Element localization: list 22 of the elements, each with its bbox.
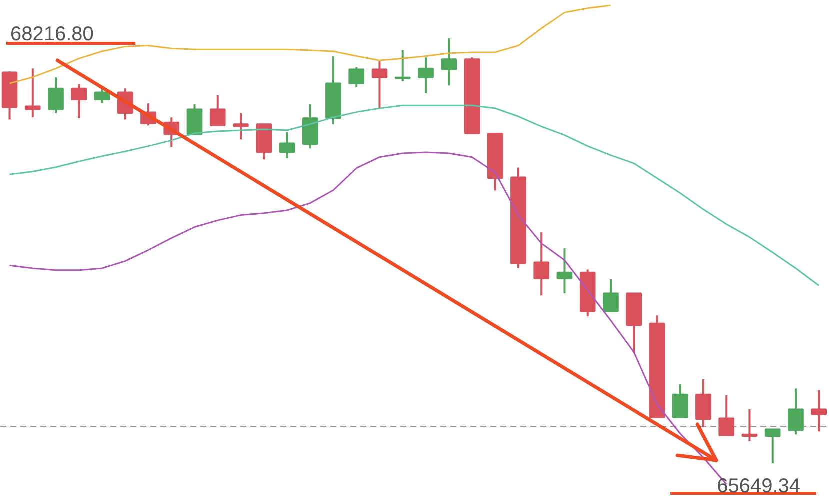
candlestick <box>48 76 64 114</box>
candlestick <box>534 231 550 297</box>
candlestick <box>372 60 388 110</box>
candlestick <box>672 383 688 419</box>
candlestick <box>556 247 573 294</box>
candlestick <box>603 278 619 312</box>
annotation: 65649.34 <box>717 476 801 498</box>
candlestick <box>348 66 365 88</box>
candlestick <box>210 94 226 127</box>
candlestick <box>764 428 781 464</box>
candlestick <box>811 389 828 433</box>
annotation: 68216.80 <box>10 24 94 46</box>
candlestick <box>441 38 458 87</box>
candlestick <box>279 131 296 160</box>
candlestick <box>788 388 804 436</box>
candlestick <box>94 88 110 105</box>
candlestick <box>718 394 735 436</box>
candlestick <box>24 68 41 119</box>
candlestick <box>742 408 758 442</box>
candlestick <box>71 83 88 120</box>
candlestick <box>233 112 249 141</box>
candlestick <box>418 56 434 94</box>
